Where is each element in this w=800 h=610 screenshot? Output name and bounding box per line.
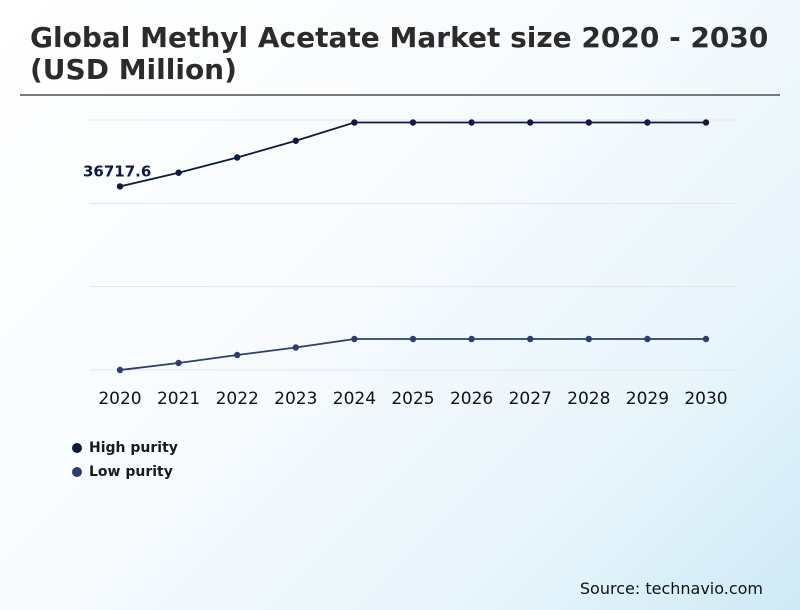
x-tick-label-1: 2021: [157, 389, 200, 409]
x-tick-label-7: 2027: [509, 389, 552, 409]
data-point-0-10: [702, 119, 710, 126]
data-point-0-2: [234, 154, 241, 161]
series-line-0: [119, 121, 706, 188]
x-tick-label-9: 2029: [626, 389, 669, 409]
title-divider: [20, 94, 780, 96]
data-label-0: 36717.6: [83, 162, 151, 180]
data-point-1-2: [234, 351, 241, 359]
data-point-1-9: [644, 335, 651, 343]
data-point-0-8: [585, 119, 592, 126]
data-point-0-5: [409, 119, 417, 126]
legend-label: High purity: [89, 440, 178, 456]
data-point-1-8: [585, 335, 592, 343]
data-point-0-1: [175, 169, 182, 176]
data-point-0-7: [527, 119, 534, 126]
data-point-1-4: [351, 335, 358, 343]
x-tick-label-10: 2030: [684, 389, 727, 409]
x-tick-label-3: 2023: [274, 389, 317, 409]
x-tick-label-0: 2020: [98, 389, 141, 409]
series-line-1: [119, 338, 706, 371]
data-point-1-6: [468, 335, 475, 343]
source-credit: Source: technavio.com: [579, 579, 763, 598]
data-point-0-9: [644, 119, 651, 126]
x-tick-label-6: 2026: [450, 389, 493, 409]
x-tick-label-2: 2022: [216, 389, 259, 409]
x-tick-label-4: 2024: [333, 389, 376, 409]
line-chart: 36717.6 2020 2021 2022 2023 2024 2025 2026 2027 2…: [83, 119, 736, 409]
data-point-1-3: [292, 344, 299, 351]
data-point-1-7: [527, 335, 534, 343]
data-point-0-0: [116, 183, 124, 190]
legend-item-0: High purity: [72, 436, 178, 460]
x-tick-label-8: 2028: [567, 389, 610, 409]
data-point-0-3: [292, 137, 299, 144]
legend-item-1: Low purity: [72, 460, 178, 484]
data-point-1-1: [175, 359, 182, 367]
data-point-1-10: [702, 335, 710, 343]
legend-marker-icon: [72, 467, 82, 477]
legend-label: Low purity: [89, 464, 173, 480]
legend-marker-icon: [72, 443, 82, 453]
data-point-1-0: [116, 366, 124, 374]
data-point-1-5: [409, 335, 417, 343]
legend: High purity Low purity: [72, 436, 178, 484]
chart-title: Global Methyl Acetate Market size 2020 -…: [30, 21, 769, 86]
data-point-0-6: [468, 119, 475, 126]
x-tick-label-5: 2025: [391, 389, 434, 409]
data-point-0-4: [351, 119, 358, 126]
